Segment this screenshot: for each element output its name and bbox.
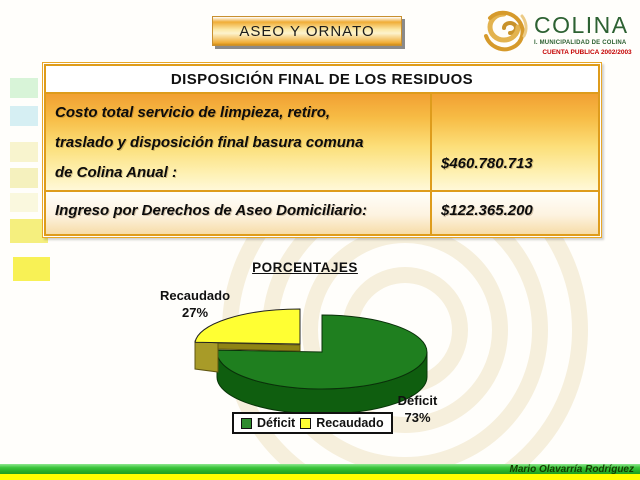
table-row-ingreso: Ingreso por Derechos de Aseo Domiciliari… bbox=[46, 190, 598, 234]
callout-deficit: Déficit 73% bbox=[365, 392, 470, 426]
costo-value: $460.780.713 bbox=[441, 155, 533, 172]
legend-label-deficit: Déficit bbox=[257, 416, 296, 430]
costo-label-cell: Costo total servicio de limpieza, retiro… bbox=[46, 94, 430, 190]
colina-logo: COLINA I. MUNICIPALIDAD DE COLINA CUENTA… bbox=[476, 2, 636, 60]
table-title: DISPOSICIÓN FINAL DE LOS RESIDUOS bbox=[46, 66, 598, 94]
pie-slice-recaudado-top bbox=[194, 308, 301, 345]
logo-subtitle: I. MUNICIPALIDAD DE COLINA bbox=[534, 40, 627, 46]
slide-title-button: ASEO Y ORNATO bbox=[212, 16, 402, 46]
decor-square-yellow-1 bbox=[10, 219, 48, 243]
colina-spiral-icon bbox=[484, 10, 528, 52]
callout-recaudado-pct: 27% bbox=[181, 305, 209, 320]
footer-bar-yellow bbox=[0, 474, 640, 480]
pie-slice-deficit-top bbox=[216, 314, 428, 390]
costo-line-1: Costo total servicio de limpieza, retiro… bbox=[55, 104, 331, 121]
ingreso-label-cell: Ingreso por Derechos de Aseo Domiciliari… bbox=[46, 192, 430, 234]
costo-line-2: traslado y disposición final basura comu… bbox=[55, 134, 364, 151]
pie-legend: Déficit Recaudado bbox=[232, 412, 393, 434]
pie-chart bbox=[194, 308, 428, 415]
ingreso-line-1: Ingreso por Derechos de Aseo Domiciliari… bbox=[55, 202, 368, 219]
legend-swatch-recaudado bbox=[300, 417, 312, 429]
residuos-table-inner: DISPOSICIÓN FINAL DE LOS RESIDUOS Costo … bbox=[44, 64, 600, 236]
decor-square-green bbox=[10, 78, 38, 98]
footer-author: Mario Olavarría Rodríguez bbox=[509, 464, 634, 475]
decor-square-cyan bbox=[10, 106, 38, 126]
costo-line-3: de Colina Anual : bbox=[55, 164, 177, 181]
table-row-costo: Costo total servicio de limpieza, retiro… bbox=[46, 94, 598, 190]
legend-swatch-deficit bbox=[241, 417, 252, 429]
pie-slice-recaudado-side-left bbox=[194, 340, 219, 373]
decor-square-paleyellow-2 bbox=[10, 168, 38, 188]
chart-section-title: PORCENTAJES bbox=[252, 260, 358, 275]
costo-value-cell: $460.780.713 bbox=[430, 94, 598, 190]
decor-square-yellow-2 bbox=[13, 257, 50, 281]
footer-bar-green bbox=[0, 464, 640, 474]
callout-recaudado: Recaudado 27% bbox=[140, 287, 250, 321]
callout-deficit-label: Déficit bbox=[397, 393, 438, 408]
decor-square-paleyellow-1 bbox=[10, 142, 38, 162]
logo-name: COLINA bbox=[534, 12, 629, 38]
pie-slice-recaudado-side-bottom bbox=[217, 342, 301, 352]
logo-caption: CUENTA PUBLICA 2002/2003 bbox=[542, 49, 632, 56]
callout-deficit-pct: 73% bbox=[404, 410, 431, 425]
callout-recaudado-label: Recaudado bbox=[159, 288, 231, 303]
legend-label-recaudado: Recaudado bbox=[316, 416, 384, 430]
decor-square-paleyellow-3 bbox=[10, 193, 38, 212]
ingreso-value: $122.365.200 bbox=[441, 202, 533, 219]
ingreso-value-cell: $122.365.200 bbox=[430, 192, 598, 234]
residuos-table: DISPOSICIÓN FINAL DE LOS RESIDUOS Costo … bbox=[42, 62, 602, 238]
